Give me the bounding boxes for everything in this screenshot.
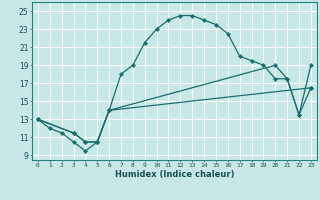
- X-axis label: Humidex (Indice chaleur): Humidex (Indice chaleur): [115, 170, 234, 179]
